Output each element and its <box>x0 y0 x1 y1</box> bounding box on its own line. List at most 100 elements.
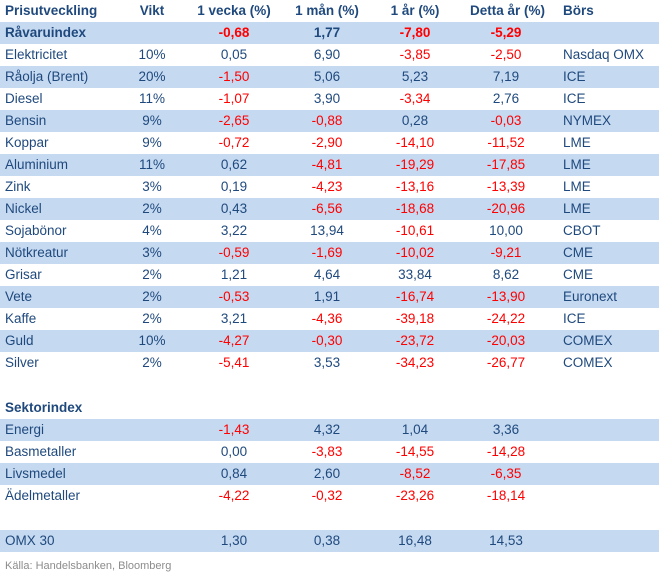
spacer-row <box>0 507 659 530</box>
table-header-row: Prisutveckling Vikt 1 vecka (%) 1 mån (%… <box>0 0 659 22</box>
cell-month: 6,90 <box>313 47 341 62</box>
table-row: Koppar 9% -0,72 -2,90 -14,10 -11,52 LME <box>0 132 659 154</box>
cell-bors: Euronext <box>563 289 618 304</box>
cell-label: Sojabönor <box>5 223 67 238</box>
cell-vikt <box>130 419 174 441</box>
spacer-cell <box>0 507 659 530</box>
cell-label: Energi <box>5 422 45 437</box>
table-row: Silver 2% -5,41 3,53 -34,23 -26,77 COMEX <box>0 352 659 374</box>
cell-year: -23,26 <box>395 488 435 503</box>
cell-bors: LME <box>563 179 591 194</box>
cell-year: 1,04 <box>401 422 429 437</box>
table-row: Energi -1,43 4,32 1,04 3,36 <box>0 419 659 441</box>
table-row: Grisar 2% 1,21 4,64 33,84 8,62 CME <box>0 264 659 286</box>
cell-vikt <box>130 485 174 507</box>
cell-vikt: 3% <box>142 179 162 194</box>
cell-month: -4,23 <box>311 179 343 194</box>
header-1-vecka: 1 vecka (%) <box>197 3 271 18</box>
cell-week: 0,84 <box>220 466 248 481</box>
cell-vikt <box>130 22 174 44</box>
table-row: Kaffe 2% 3,21 -4,36 -39,18 -24,22 ICE <box>0 308 659 330</box>
cell-ytd: 7,19 <box>492 69 520 84</box>
cell-week: -4,27 <box>218 333 250 348</box>
cell-month: 2,60 <box>313 466 341 481</box>
table-row: Råolja (Brent) 20% -1,50 5,06 5,23 7,19 … <box>0 66 659 88</box>
cell-vikt <box>130 530 174 552</box>
cell-year: -23,72 <box>395 333 435 348</box>
cell-label: Aluminium <box>5 157 69 172</box>
cell-year: -14,10 <box>395 135 435 150</box>
cell-label: Bensin <box>5 113 47 128</box>
cell-vikt: 9% <box>142 113 162 128</box>
cell-week: -0,72 <box>218 135 250 150</box>
cell-month: 1,77 <box>313 25 341 40</box>
cell-ytd: 8,62 <box>492 267 520 282</box>
cell-label: Basmetaller <box>5 444 77 459</box>
cell-week: -5,41 <box>218 355 250 370</box>
cell-year: 5,23 <box>401 69 429 84</box>
cell-ytd: 3,36 <box>492 422 520 437</box>
cell-bors <box>542 441 659 463</box>
cell-week: -4,22 <box>218 488 250 503</box>
cell-month: 4,32 <box>313 422 341 437</box>
cell-ytd: -13,39 <box>486 179 526 194</box>
cell-month: 4,64 <box>313 267 341 282</box>
cell-week: 1,21 <box>220 267 248 282</box>
header-vikt: Vikt <box>139 3 165 18</box>
commodity-table: Prisutveckling Vikt 1 vecka (%) 1 mån (%… <box>0 0 659 552</box>
cell-bors: NYMEX <box>563 113 612 128</box>
cell-month: 5,06 <box>313 69 341 84</box>
cell-bors: COMEX <box>563 355 613 370</box>
cell-month: -0,30 <box>311 333 343 348</box>
cell-ytd: -14,28 <box>486 444 526 459</box>
cell-bors: CME <box>563 245 593 260</box>
table-row: Elektricitet 10% 0,05 6,90 -3,85 -2,50 N… <box>0 44 659 66</box>
cell-ytd: -20,96 <box>486 201 526 216</box>
cell-label: Livsmedel <box>5 466 66 481</box>
cell-month: -0,32 <box>311 488 343 503</box>
header-1-man: 1 mån (%) <box>295 3 359 18</box>
table-row: Sojabönor 4% 3,22 13,94 -10,61 10,00 CBO… <box>0 220 659 242</box>
cell-week: 3,22 <box>220 223 248 238</box>
cell-vikt: 3% <box>142 245 162 260</box>
cell-ytd: -13,90 <box>486 289 526 304</box>
cell-label: Grisar <box>5 267 42 282</box>
cell-year: 16,48 <box>398 533 432 548</box>
cell-week: -0,68 <box>218 25 250 40</box>
cell-year: -3,34 <box>399 91 431 106</box>
cell-bors: ICE <box>563 69 586 84</box>
table-row: OMX 30 1,30 0,38 16,48 14,53 <box>0 530 659 552</box>
cell-bors: LME <box>563 157 591 172</box>
cell-ytd: 2,76 <box>492 91 520 106</box>
cell-week: 3,21 <box>220 311 248 326</box>
cell-year: -7,80 <box>399 25 431 40</box>
cell-week: -1,43 <box>218 422 250 437</box>
table-row: Ädelmetaller -4,22 -0,32 -23,26 -18,14 <box>0 485 659 507</box>
cell-bors <box>542 485 659 507</box>
cell-label: Råvaruindex <box>5 25 87 40</box>
table-row: Aluminium 11% 0,62 -4,81 -19,29 -17,85 L… <box>0 154 659 176</box>
cell-ytd: -17,85 <box>486 157 526 172</box>
cell-vikt: 11% <box>138 157 166 172</box>
cell-vikt: 4% <box>142 223 162 238</box>
cell-month <box>294 397 360 419</box>
cell-vikt <box>130 463 174 485</box>
table-row: Diesel 11% -1,07 3,90 -3,34 2,76 ICE <box>0 88 659 110</box>
cell-week: -0,59 <box>218 245 250 260</box>
cell-bors: COMEX <box>563 333 613 348</box>
cell-label: Elektricitet <box>5 47 68 62</box>
table-row: Basmetaller 0,00 -3,83 -14,55 -14,28 <box>0 441 659 463</box>
cell-label: Sektorindex <box>5 400 83 415</box>
table-row: Zink 3% 0,19 -4,23 -13,16 -13,39 LME <box>0 176 659 198</box>
cell-week: 0,62 <box>220 157 248 172</box>
cell-ytd: 10,00 <box>489 223 523 238</box>
cell-vikt: 10% <box>138 333 166 348</box>
cell-bors: LME <box>563 135 591 150</box>
cell-year: -39,18 <box>395 311 435 326</box>
cell-ytd: -11,52 <box>487 135 525 150</box>
cell-label: Kaffe <box>5 311 37 326</box>
cell-month: -0,88 <box>311 113 343 128</box>
header-bors: Börs <box>563 3 594 18</box>
cell-week: -1,07 <box>218 91 250 106</box>
